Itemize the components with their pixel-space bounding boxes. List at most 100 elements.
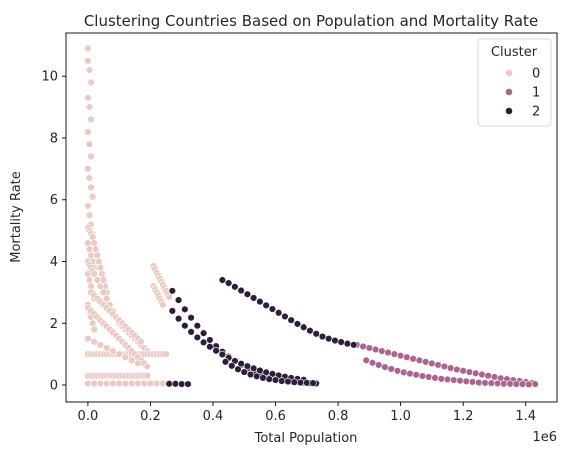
legend-label-cluster-1: 1 — [532, 86, 540, 101]
data-point-cluster-0 — [127, 356, 136, 365]
data-point-cluster-2 — [228, 362, 236, 370]
y-tick-label: 4 — [50, 255, 58, 270]
data-point-cluster-1 — [368, 359, 377, 367]
data-point-cluster-0 — [121, 379, 130, 388]
x-tick-label: 1.0 — [390, 409, 411, 424]
data-point-cluster-0 — [90, 270, 98, 278]
data-point-cluster-0 — [88, 233, 97, 241]
data-point-cluster-1 — [453, 365, 461, 374]
data-point-cluster-0 — [115, 379, 123, 388]
data-point-cluster-1 — [409, 355, 417, 363]
data-point-cluster-2 — [306, 326, 314, 335]
data-point-cluster-2 — [309, 379, 317, 387]
data-point-cluster-2 — [303, 379, 311, 387]
y-tick-label: 6 — [50, 193, 58, 208]
data-point-cluster-2 — [278, 377, 286, 385]
data-point-cluster-1 — [468, 378, 477, 386]
data-point-cluster-1 — [493, 379, 502, 388]
data-point-cluster-0 — [84, 128, 92, 136]
data-point-cluster-2 — [165, 380, 173, 388]
data-point-cluster-2 — [284, 377, 292, 386]
data-point-cluster-2 — [350, 341, 358, 349]
data-point-cluster-1 — [490, 373, 499, 381]
x-tick-label: 0.4 — [203, 409, 224, 424]
data-point-cluster-1 — [387, 365, 395, 373]
data-point-cluster-2 — [212, 347, 220, 355]
data-point-cluster-2 — [174, 314, 183, 323]
data-point-cluster-0 — [90, 239, 98, 247]
data-point-cluster-2 — [168, 287, 177, 295]
data-point-cluster-0 — [84, 44, 92, 53]
data-point-cluster-2 — [234, 365, 242, 373]
data-point-cluster-1 — [446, 364, 455, 372]
data-point-cluster-1 — [428, 359, 436, 368]
data-point-cluster-2 — [262, 301, 270, 310]
data-point-cluster-0 — [88, 192, 97, 201]
data-point-cluster-0 — [96, 379, 105, 388]
data-point-cluster-0 — [84, 202, 92, 210]
data-point-cluster-2 — [168, 307, 177, 315]
data-point-cluster-1 — [465, 368, 474, 376]
data-point-cluster-1 — [471, 369, 480, 377]
data-point-cluster-1 — [381, 363, 389, 371]
data-point-cluster-2 — [178, 380, 186, 388]
data-point-cluster-2 — [325, 335, 333, 343]
x-tick-label: 0.8 — [328, 409, 349, 424]
x-tick-label: 1.2 — [453, 409, 474, 424]
data-point-cluster-0 — [95, 257, 103, 266]
data-point-cluster-2 — [290, 378, 298, 386]
y-ticks: 0 2 4 6 8 10 — [41, 70, 66, 394]
data-point-cluster-0 — [109, 347, 117, 355]
data-point-cluster-0 — [84, 165, 92, 173]
data-point-cluster-2 — [237, 286, 245, 295]
data-point-cluster-1 — [518, 380, 527, 388]
data-point-cluster-2 — [343, 339, 352, 348]
data-point-cluster-2 — [206, 336, 214, 344]
data-point-cluster-2 — [184, 380, 192, 388]
data-point-cluster-1 — [396, 351, 405, 360]
data-point-cluster-1 — [406, 369, 414, 378]
data-point-cluster-2 — [296, 378, 305, 387]
data-point-cluster-2 — [199, 329, 208, 337]
data-point-cluster-1 — [525, 380, 533, 389]
data-point-cluster-0 — [137, 338, 145, 346]
data-point-cluster-1 — [440, 362, 449, 371]
data-point-cluster-0 — [127, 379, 136, 388]
data-point-cluster-1 — [487, 379, 496, 387]
legend-label-cluster-2: 2 — [532, 105, 540, 120]
data-point-cluster-1 — [418, 372, 427, 380]
data-point-cluster-0 — [102, 379, 111, 388]
x-tick-label: 0.0 — [78, 409, 99, 424]
data-point-cluster-0 — [85, 103, 94, 111]
data-point-cluster-0 — [90, 325, 98, 334]
data-point-cluster-2 — [331, 336, 339, 345]
data-point-cluster-0 — [96, 341, 105, 349]
data-point-cluster-1 — [412, 371, 420, 379]
data-point-cluster-2 — [199, 338, 208, 347]
data-point-cluster-0 — [85, 245, 94, 253]
data-point-cluster-2 — [181, 322, 189, 330]
data-point-cluster-1 — [481, 379, 489, 387]
data-point-cluster-2 — [231, 283, 239, 291]
data-point-cluster-2 — [181, 305, 189, 314]
y-tick-label: 10 — [41, 70, 58, 85]
data-point-cluster-0 — [84, 379, 92, 388]
data-point-cluster-1 — [456, 376, 464, 385]
data-point-cluster-2 — [271, 376, 280, 384]
x-tick-label: 1.4 — [515, 409, 536, 424]
data-point-cluster-0 — [159, 379, 167, 388]
x-ticks: 0.0 0.2 0.4 0.6 0.8 1.0 1.2 1.4 — [78, 402, 536, 424]
x-offset-text: 1e6 — [532, 430, 557, 445]
axes-frame — [65, 32, 558, 403]
data-point-cluster-1 — [500, 380, 508, 388]
data-point-cluster-0 — [143, 362, 152, 371]
legend-items: 0 1 2 — [505, 67, 540, 120]
data-point-cluster-0 — [93, 276, 101, 284]
data-point-cluster-2 — [221, 358, 230, 366]
data-point-cluster-0 — [87, 152, 95, 161]
y-tick-label: 2 — [50, 317, 58, 332]
data-point-cluster-1 — [371, 345, 380, 354]
points-layer — [84, 44, 539, 389]
data-point-cluster-0 — [140, 379, 148, 388]
data-point-cluster-2 — [206, 343, 214, 351]
